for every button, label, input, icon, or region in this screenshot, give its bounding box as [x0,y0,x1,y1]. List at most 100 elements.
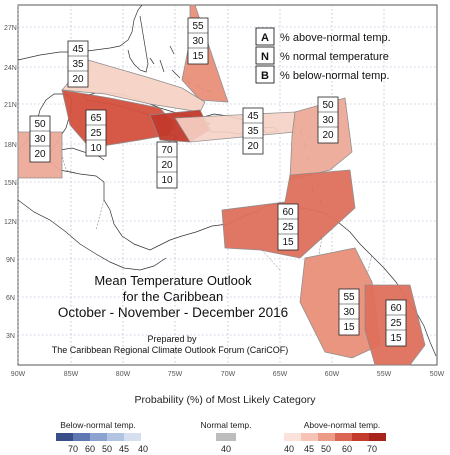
central-america-pacific [17,199,167,271]
normal-value: 30 [192,36,204,47]
below-value: 20 [34,149,46,160]
normal-value: 30 [322,115,334,126]
normal-value: 25 [390,318,402,329]
lon-label: 75W [168,371,183,378]
above-value: 65 [90,113,102,124]
below-value: 20 [72,74,84,85]
longitude-labels: 90W 85W 80W 75W 70W 65W 60W 55W 50W [11,371,445,378]
key-text: % below-normal temp. [280,70,389,82]
title-line3: October - November - December 2016 [58,305,288,320]
normal-value: 30 [34,134,46,145]
valuebox-bahamas-north: 55 30 15 [187,17,209,65]
lon-label: 85W [64,371,79,378]
key-row-normal: N % normal temperature [255,46,389,65]
lon-label: 80W [116,371,131,378]
below-value: 15 [390,333,402,344]
central-america-coast [47,159,257,251]
key-text: % above-normal temp. [280,32,391,44]
below-value: 15 [343,322,355,333]
above-value: 45 [72,44,84,55]
normal-value: 20 [161,160,173,171]
below-tick: 45 [119,444,129,454]
above-tick: 45 [304,444,314,454]
above-tick: 70 [367,444,377,454]
valuebox-french-guiana: 60 25 15 [385,299,407,347]
normal-value: 25 [282,222,294,233]
above-value: 50 [34,119,46,130]
below-swatch [90,433,107,441]
below-label: Below-normal temp. [60,420,136,430]
valuebox-guyana: 55 30 15 [338,288,360,336]
lat-label: 15N [4,180,17,187]
below-value: 10 [90,143,102,154]
lat-label: 12N [4,219,17,226]
above-swatch [301,433,318,441]
normal-label: Normal temp. [200,420,251,430]
key-letter: A [261,32,269,44]
valuebox-leeward-islands: 50 30 20 [317,96,339,144]
below-swatch [73,433,90,441]
above-value: 55 [192,21,204,32]
above-swatch [284,433,301,441]
above-tick: 40 [284,444,294,454]
below-tick: 40 [138,444,148,454]
normal-value: 35 [72,59,84,70]
colorbar-legend: Probability (%) of Most Likely Category … [56,394,386,454]
valuebox-hispaniola-pr: 45 35 20 [242,107,264,155]
above-tick: 60 [342,444,352,454]
lat-label: 27N [4,25,17,32]
lon-label: 60W [325,371,340,378]
key-text: % normal temperature [280,51,389,63]
normal-tick: 40 [221,444,231,454]
prepared-line2: The Caribbean Regional Climate Outlook F… [52,345,289,355]
below-value: 10 [161,175,173,186]
key-letter: B [261,70,269,82]
below-value: 15 [192,51,204,62]
key-row-above: A % above-normal temp. [255,27,391,46]
valuebox-abc-islands: 60 25 15 [277,203,299,251]
above-value: 45 [247,111,259,122]
lat-label: 24N [4,65,17,72]
valuebox-belize: 50 30 20 [29,115,51,163]
below-tick: 70 [68,444,78,454]
map-title: Mean Temperature Outlook for the Caribbe… [52,273,289,355]
above-value: 60 [282,207,294,218]
lon-label: 70W [221,371,236,378]
above-value: 55 [343,292,355,303]
below-value: 20 [247,141,259,152]
lat-label: 6N [6,295,15,302]
normal-swatch [216,433,236,441]
lon-label: 90W [11,371,26,378]
above-swatch [352,433,369,441]
above-swatch [369,433,386,441]
key-letter: N [261,51,269,63]
normal-value: 25 [90,128,102,139]
lat-label: 3N [6,333,15,340]
above-value: 70 [161,145,173,156]
above-value: 50 [322,100,334,111]
florida-coast [17,4,143,61]
key-row-below: B % below-normal temp. [255,65,389,84]
colorbar-above: Above-normal temp. 40 45 50 60 70 [284,420,386,454]
prepared-line1: Prepared by [147,334,197,344]
valuebox-cuba-central: 65 25 10 [85,109,107,157]
colorbar-below: Below-normal temp. 70 60 50 45 40 [56,420,148,454]
title-line2: for the Caribbean [123,289,223,304]
below-swatch [107,433,124,441]
below-swatch [56,433,73,441]
valuebox-bahamas-cuba-west: 45 35 20 [67,40,89,88]
above-label: Above-normal temp. [304,420,381,430]
below-swatch [124,433,141,441]
colorbar-normal: Normal temp. 40 [200,420,251,454]
valuebox-jamaica: 70 20 10 [156,141,178,189]
lon-label: 55W [377,371,392,378]
florida-peninsula [127,15,149,73]
lat-label: 21N [4,102,17,109]
lat-label: 9N [6,257,15,264]
lat-label: 18N [4,142,17,149]
above-swatch [318,433,335,441]
title-line1: Mean Temperature Outlook [94,273,252,288]
lon-label: 65W [273,371,288,378]
region-value-boxes: 55 30 15 45 35 20 65 25 10 70 20 10 [29,17,407,347]
